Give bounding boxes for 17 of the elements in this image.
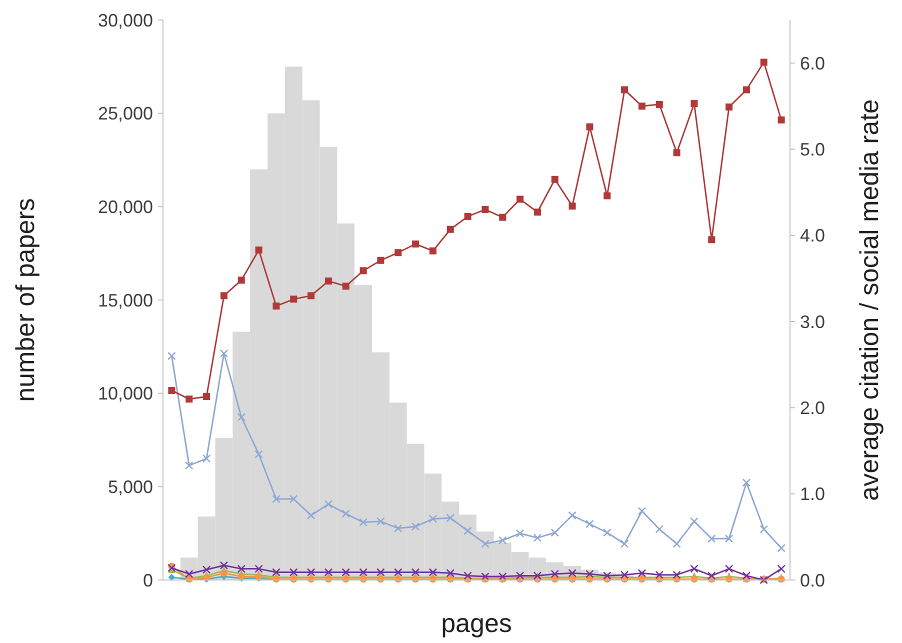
- y-tick-label: 30,000: [98, 10, 153, 30]
- y2-tick-label: 0.0: [800, 570, 826, 590]
- y-tick-label: 15,000: [98, 290, 153, 310]
- y-tick-label: 25,000: [98, 104, 153, 124]
- y2-tick-label: 5.0: [800, 140, 826, 160]
- y-tick-label: 10,000: [98, 384, 153, 404]
- y2-tick-label: 1.0: [800, 484, 826, 504]
- x-axis-title: pages: [441, 608, 512, 638]
- y-axis-title: number of papers: [10, 198, 40, 402]
- y2-axis-title: average citation / social media rate: [854, 99, 884, 501]
- y-tick-label: 5,000: [108, 476, 153, 497]
- y2-tick-label: 3.0: [800, 312, 826, 332]
- y2-tick-label: 6.0: [800, 53, 826, 74]
- y-tick-label: 0: [142, 570, 153, 590]
- y-tick-label: 20,000: [98, 196, 153, 217]
- y2-tick-label: 2.0: [800, 398, 826, 418]
- y2-tick-label: 4.0: [800, 226, 826, 246]
